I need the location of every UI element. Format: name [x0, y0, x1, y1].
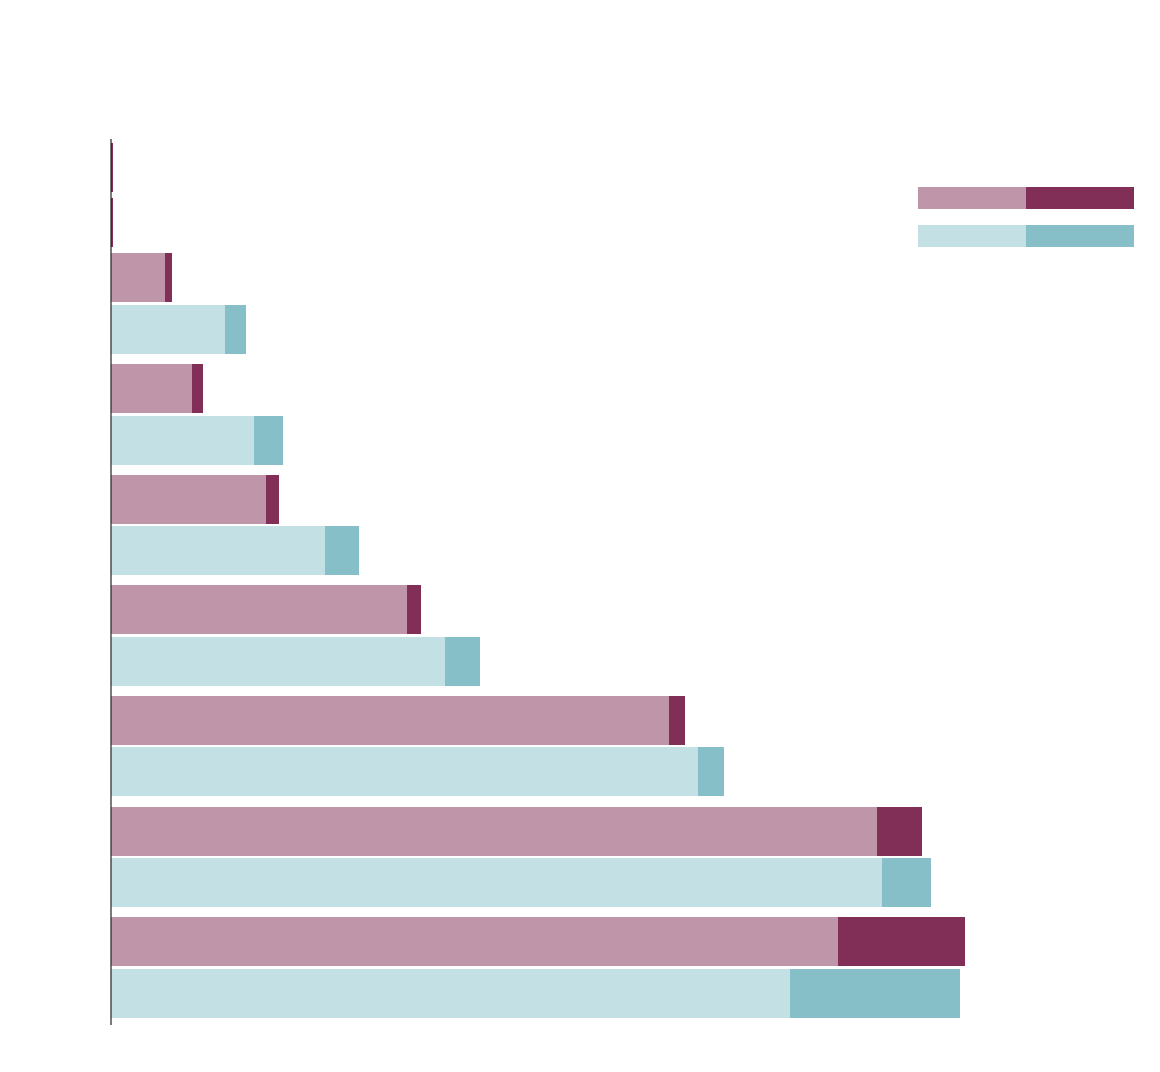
- bar-2-extra: [111, 198, 113, 247]
- legend: [918, 187, 1134, 247]
- legend-swatch-b-base: [918, 225, 1026, 247]
- bar-13-base: [111, 807, 877, 856]
- bar-14-extra: [882, 858, 931, 907]
- bar-9-base: [111, 585, 407, 634]
- bar-15-base: [111, 917, 838, 966]
- bar-15-extra: [838, 917, 965, 966]
- bar-10-base: [111, 637, 445, 686]
- bar-13-extra: [877, 807, 922, 856]
- bar-10-extra: [445, 637, 480, 686]
- bar-5-base: [111, 364, 192, 413]
- bars-group: [111, 143, 965, 1018]
- bar-1-extra: [111, 143, 113, 192]
- bar-12-base: [111, 747, 698, 796]
- bar-9-extra: [407, 585, 421, 634]
- bar-7-base: [111, 475, 266, 524]
- bar-14-base: [111, 858, 882, 907]
- bar-16-base: [111, 969, 790, 1018]
- bar-4-base: [111, 305, 225, 354]
- bar-7-extra: [266, 475, 279, 524]
- bar-6-base: [111, 416, 254, 465]
- bar-5-extra: [192, 364, 203, 413]
- bar-11-base: [111, 696, 669, 745]
- bar-3-base: [111, 253, 165, 302]
- bar-11-extra: [669, 696, 685, 745]
- bar-8-base: [111, 526, 325, 575]
- legend-swatch-a-base: [918, 187, 1026, 209]
- bar-4-extra: [225, 305, 246, 354]
- bar-16-extra: [790, 969, 960, 1018]
- bar-6-extra: [254, 416, 283, 465]
- bar-3-extra: [165, 253, 172, 302]
- bar-8-extra: [325, 526, 359, 575]
- bar-12-extra: [698, 747, 724, 796]
- legend-swatch-b-extra: [1026, 225, 1134, 247]
- legend-swatch-a-extra: [1026, 187, 1134, 209]
